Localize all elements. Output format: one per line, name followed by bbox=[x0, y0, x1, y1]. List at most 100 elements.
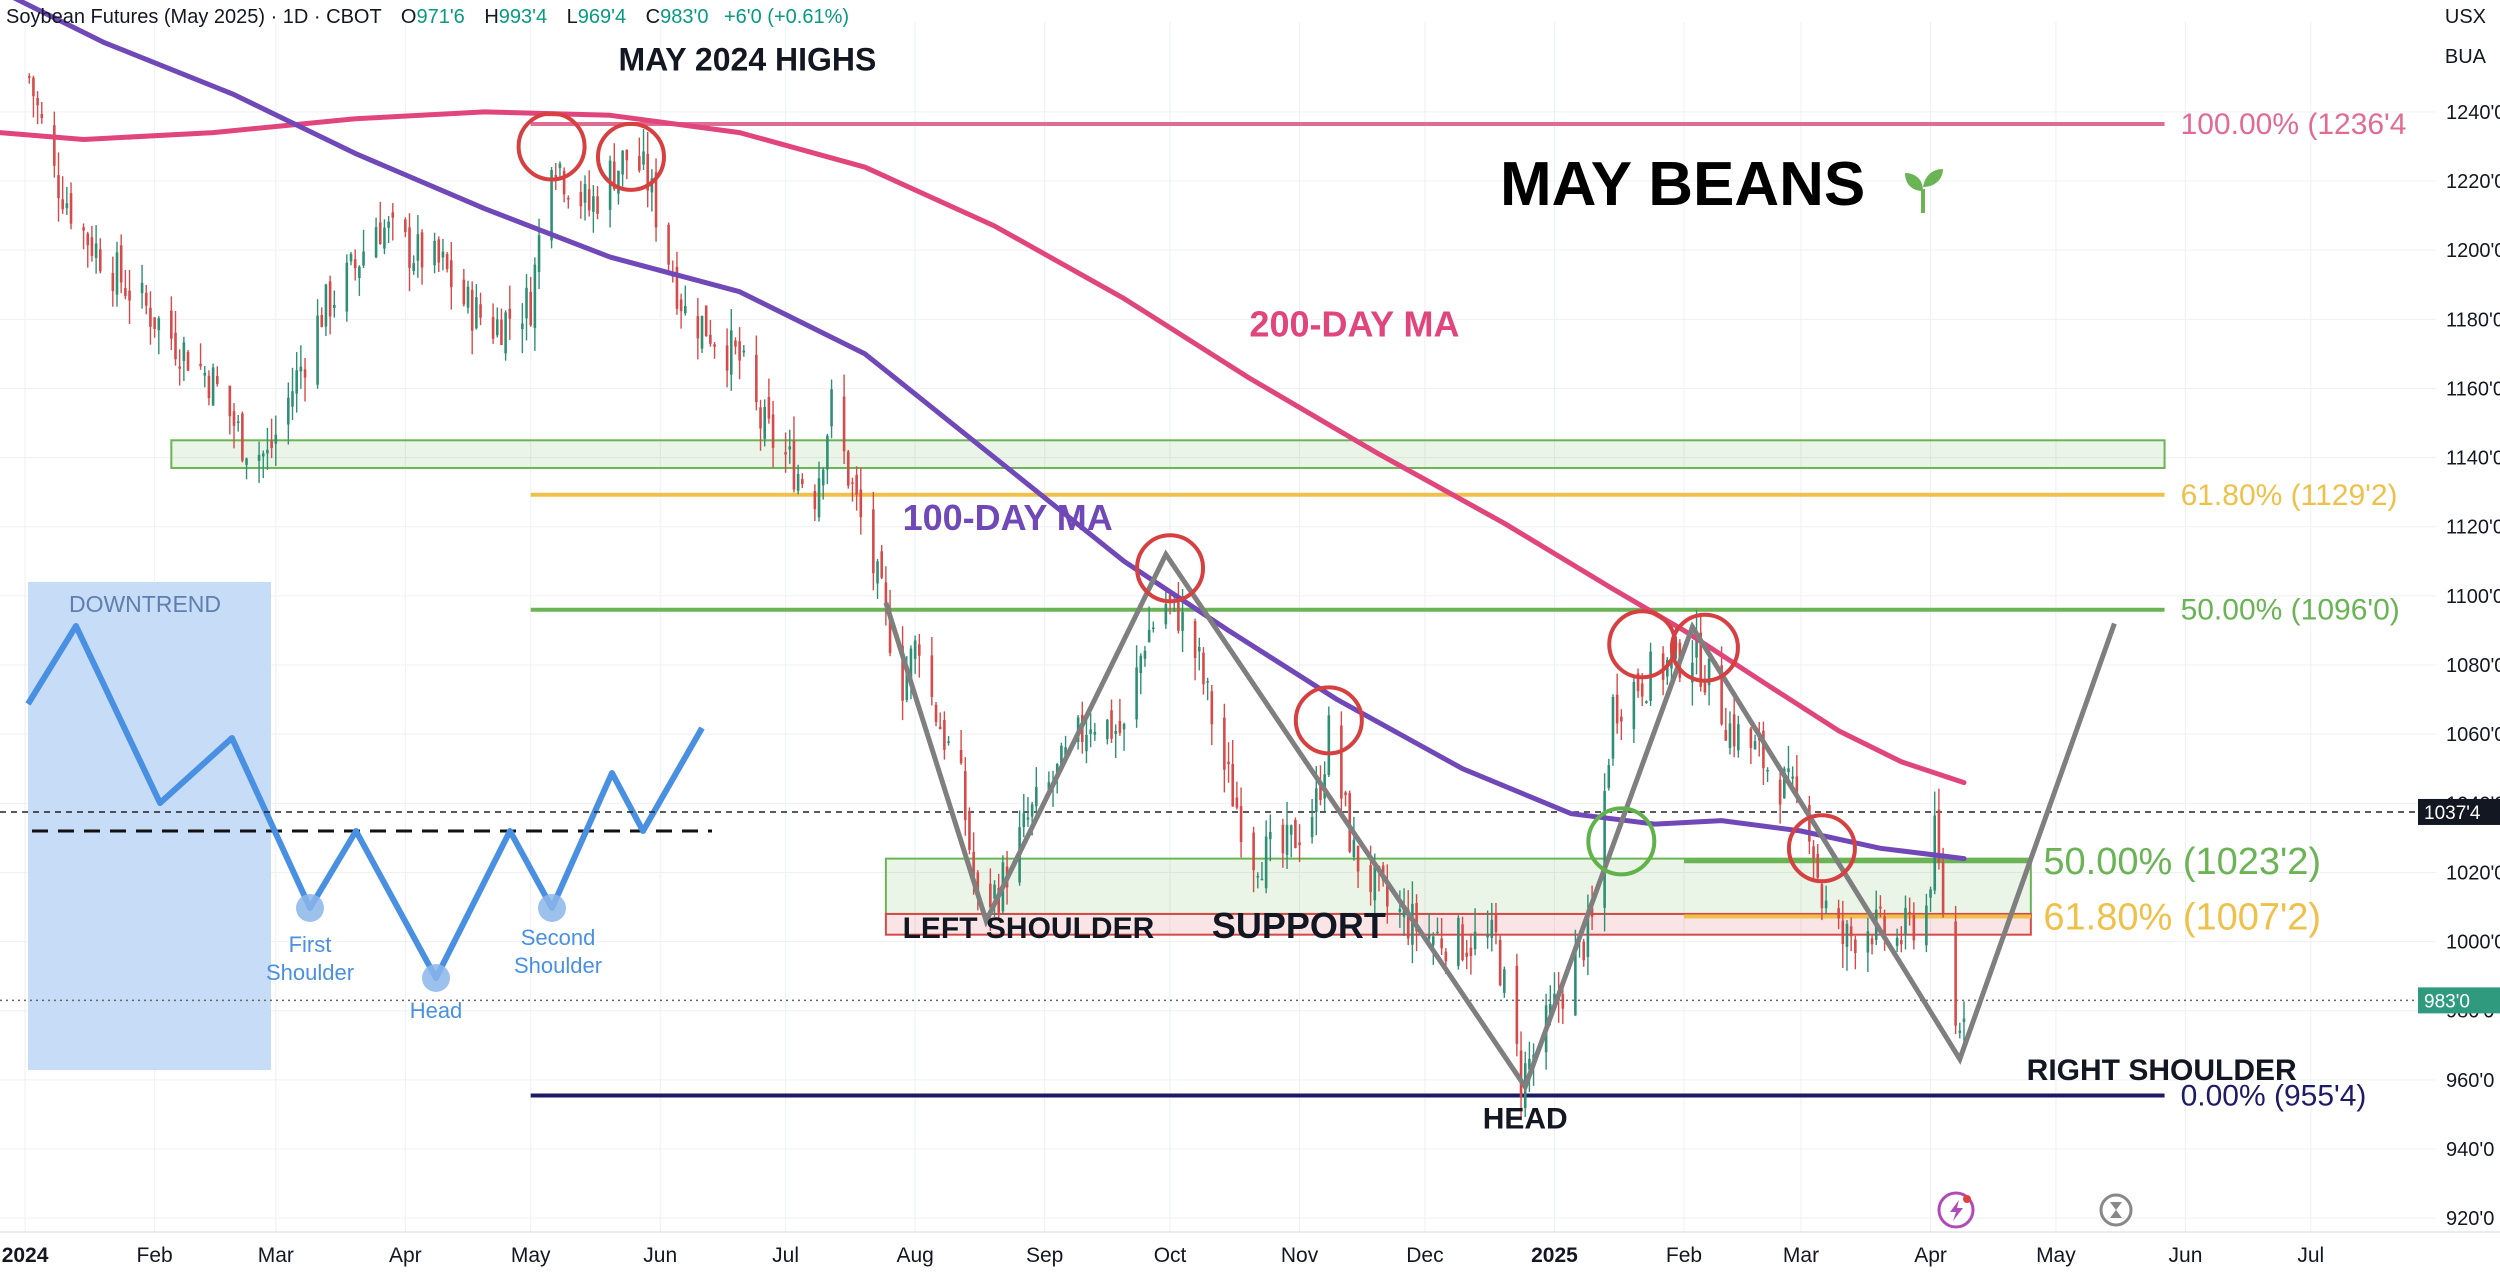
lightning-icon[interactable] bbox=[1937, 1191, 1975, 1229]
candle-body bbox=[1398, 909, 1402, 912]
candle-body bbox=[989, 883, 992, 908]
candle-body bbox=[817, 478, 821, 518]
candle-body bbox=[1695, 632, 1698, 658]
price-axis-bg bbox=[2436, 0, 2500, 1273]
inner-fib-label: 61.80% (1007'2) bbox=[2043, 897, 2321, 939]
candle-body bbox=[876, 561, 879, 584]
candle-body bbox=[207, 375, 211, 399]
inset-marker bbox=[422, 964, 450, 992]
candle-body bbox=[450, 260, 453, 288]
candle-body bbox=[1369, 865, 1372, 893]
candle-body bbox=[1636, 673, 1640, 692]
candle-body bbox=[729, 330, 733, 375]
fib-level-label: 100.00% (1236'4 bbox=[2181, 108, 2407, 141]
candle-body bbox=[140, 282, 144, 294]
candle-body bbox=[1035, 787, 1038, 807]
candle-body bbox=[53, 125, 56, 166]
bottom-toolbar-icons[interactable] bbox=[1937, 1191, 2133, 1229]
candle-body bbox=[1227, 761, 1230, 765]
candle-body bbox=[404, 219, 407, 233]
candle-body bbox=[1197, 647, 1201, 652]
price-tag-box bbox=[2418, 987, 2500, 1014]
candle-body bbox=[1870, 938, 1874, 945]
candle-body bbox=[1783, 768, 1786, 799]
candle-body bbox=[830, 389, 833, 427]
candle-body bbox=[1440, 938, 1443, 949]
candle-body bbox=[675, 266, 679, 309]
candle-body bbox=[124, 287, 127, 297]
candle-body bbox=[420, 232, 424, 268]
candle-body bbox=[1147, 629, 1151, 643]
candle-body bbox=[959, 750, 963, 764]
annotation-label: MAY 2024 HIGHS bbox=[618, 41, 876, 77]
candle-body bbox=[1469, 947, 1473, 957]
red-highlight-circle bbox=[516, 111, 587, 182]
inset-panel bbox=[28, 582, 271, 1070]
candle-body bbox=[387, 221, 390, 228]
candle-body bbox=[788, 446, 792, 450]
y-tick-label: 940'0 bbox=[2446, 1139, 2494, 1161]
candle-body bbox=[170, 310, 173, 339]
candle-body bbox=[1210, 691, 1214, 725]
candle-body bbox=[943, 720, 946, 750]
candle-body bbox=[479, 304, 482, 318]
candle-body bbox=[1427, 934, 1431, 939]
chart-title: MAY BEANS bbox=[1500, 150, 1943, 219]
candle-body bbox=[1340, 725, 1343, 799]
candle-body bbox=[1122, 723, 1126, 730]
candle-body bbox=[1607, 765, 1611, 788]
candle-body bbox=[968, 811, 971, 850]
candle-body bbox=[236, 421, 240, 423]
ma100-line bbox=[12, 0, 1967, 862]
candle-body bbox=[550, 170, 553, 241]
candle-body bbox=[562, 170, 566, 195]
hourglass-icon[interactable] bbox=[2099, 1193, 2133, 1227]
x-tick-label: Aug bbox=[896, 1244, 933, 1267]
seedling-icon bbox=[1905, 169, 1943, 213]
open-value: 971'6 bbox=[416, 6, 465, 28]
candle-body bbox=[1473, 931, 1477, 950]
fib-level-label: 0.00% (955'4) bbox=[2181, 1079, 2367, 1112]
candle-body bbox=[1908, 912, 1911, 914]
candle-body bbox=[826, 435, 829, 470]
candle-body bbox=[470, 289, 474, 331]
candle-body bbox=[1620, 716, 1623, 722]
candle-body bbox=[767, 396, 771, 419]
candle-body bbox=[918, 644, 921, 656]
candle-body bbox=[383, 227, 386, 249]
x-tick-label: Apr bbox=[1914, 1244, 1947, 1267]
candle-body bbox=[1762, 730, 1765, 769]
candle-body bbox=[174, 332, 177, 360]
candle-body bbox=[905, 672, 909, 700]
candle-body bbox=[567, 197, 570, 200]
candle-body bbox=[608, 160, 612, 210]
candle-body bbox=[157, 318, 161, 331]
price-tag-label: 1037'4 bbox=[2424, 803, 2481, 824]
candle-body bbox=[755, 354, 758, 403]
candle-body bbox=[1515, 965, 1519, 1044]
y-tick-label: 1080'0 bbox=[2446, 655, 2500, 677]
pattern-line bbox=[883, 549, 2117, 1093]
inset-marker bbox=[538, 894, 566, 922]
candle-body bbox=[934, 704, 938, 722]
candle-body bbox=[654, 172, 658, 228]
candle-body bbox=[57, 175, 60, 199]
candle-body bbox=[1661, 653, 1665, 680]
currency-label: USX bbox=[2444, 6, 2486, 28]
candle-body bbox=[1139, 655, 1143, 674]
candle-body bbox=[734, 340, 737, 347]
fib-level-label: 50.00% (1096'0) bbox=[2181, 594, 2400, 627]
candle-body bbox=[617, 170, 620, 194]
candle-body bbox=[884, 582, 888, 604]
candle-body bbox=[1093, 731, 1097, 735]
candle-body bbox=[1235, 797, 1239, 808]
candle-body bbox=[144, 292, 148, 306]
candle-body bbox=[1047, 782, 1051, 793]
candle-body bbox=[1503, 969, 1506, 993]
candle-body bbox=[1645, 701, 1648, 703]
red-highlight-circle bbox=[1669, 612, 1740, 683]
open-label: O bbox=[400, 6, 417, 28]
candle-body bbox=[1528, 1058, 1531, 1070]
price-tag-label: 983'0 bbox=[2424, 991, 2470, 1012]
